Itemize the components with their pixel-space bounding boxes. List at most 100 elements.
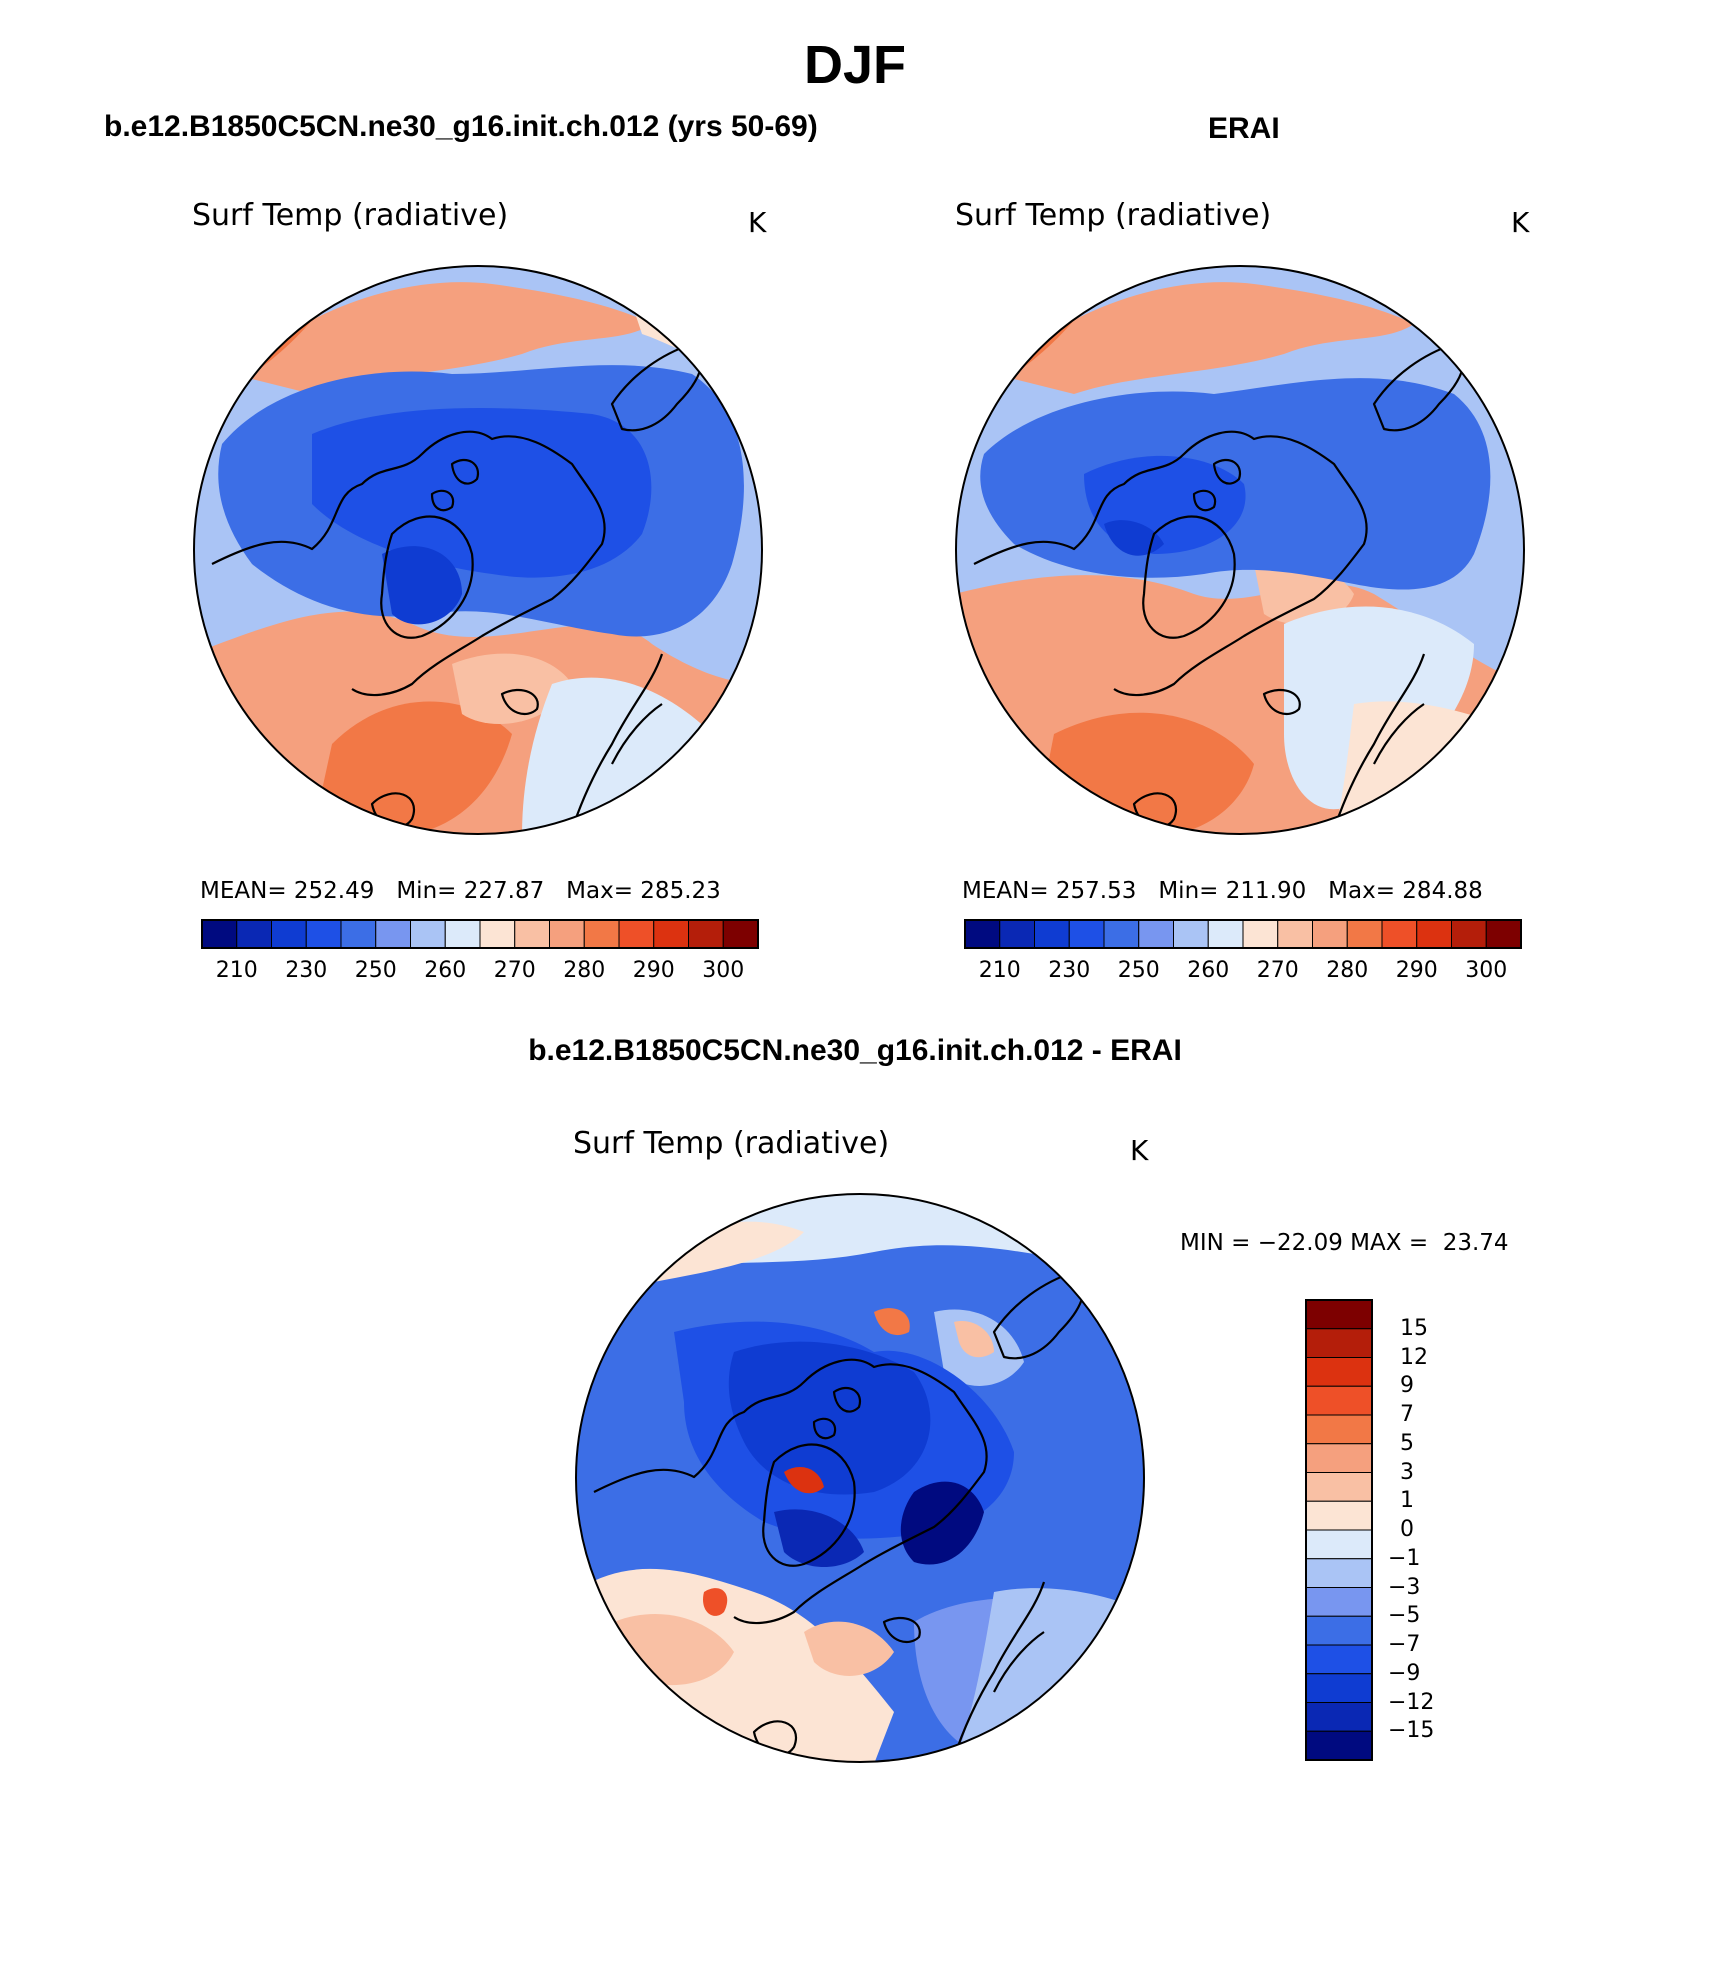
colorbar-swatch (340, 919, 377, 949)
colorbar-swatch (1381, 919, 1418, 949)
panel1-units-label: K (748, 206, 767, 239)
colorbar-swatch (583, 919, 620, 949)
colorbar-swatch (722, 919, 759, 949)
panel3-colorbar (1305, 1299, 1373, 1761)
panel2-variable-label: Surf Temp (radiative) (955, 198, 1272, 233)
colorbar-swatch (479, 919, 516, 949)
panel2-mean-value: 257.53 (1055, 878, 1137, 904)
panel3-max-label: MAX = (1350, 1230, 1429, 1256)
panel2-min-value: 211.90 (1225, 878, 1307, 904)
panel3-colorbar-label: 9 (1400, 1373, 1414, 1399)
colorbar-swatch (1242, 919, 1279, 949)
panel3-colorbar-label: −1 (1388, 1545, 1421, 1571)
colorbar-swatch (1305, 1443, 1373, 1473)
panel2-colorbar (964, 919, 1522, 949)
colorbar-swatch (1312, 919, 1348, 949)
colorbar-swatch (964, 919, 1001, 949)
panel3-max-value: 23.74 (1442, 1230, 1509, 1256)
panel2-mean-label: MEAN= (962, 878, 1049, 904)
panel3-polar-map (575, 1193, 1145, 1763)
panel3-variable-label: Surf Temp (radiative) (573, 1126, 890, 1161)
colorbar-swatch (1305, 1615, 1373, 1646)
colorbar-swatch (1305, 1702, 1373, 1732)
colorbar-swatch (1173, 919, 1209, 949)
panel3-colorbar-label: 0 (1400, 1517, 1414, 1542)
panel3-stats: MIN = −22.09 MAX = 23.74 (1180, 1230, 1509, 1256)
panel3-title: b.e12.B1850C5CN.ne30_g16.init.ch.012 - E… (528, 1034, 1182, 1067)
colorbar-swatch (1305, 1673, 1373, 1703)
panel1-max-label: Max= (566, 878, 633, 904)
colorbar-swatch (410, 919, 446, 949)
panel3-colorbar-label: 15 (1400, 1315, 1428, 1341)
panel3-units-label: K (1130, 1134, 1149, 1167)
panel2-colorbar-label: 280 (1326, 958, 1369, 983)
panel1-colorbar-label: 280 (563, 958, 606, 983)
colorbar-swatch (1305, 1414, 1373, 1445)
colorbar-swatch (375, 919, 411, 949)
panel3-colorbar-label: −12 (1388, 1689, 1435, 1715)
colorbar-swatch (1305, 1299, 1373, 1330)
panel1-colorbar-label: 260 (424, 958, 467, 983)
panel3-colorbar-label: −9 (1388, 1660, 1421, 1686)
colorbar-swatch (1034, 919, 1070, 949)
colorbar-swatch (236, 919, 272, 949)
panel2-max-value: 284.88 (1402, 878, 1483, 904)
panel1-colorbar-label: 290 (632, 958, 675, 983)
panel3-colorbar-labels: 15 12 9 7 5 3 1 0 −1 −3 −5 −7 −9 −12 −15 (1388, 1300, 1488, 1760)
panel3-colorbar-label: 3 (1400, 1459, 1414, 1485)
panel1-min-value: 227.87 (463, 878, 545, 904)
panel2-colorbar-label: 290 (1395, 958, 1438, 983)
colorbar-swatch (1305, 1529, 1373, 1560)
colorbar-swatch (305, 919, 342, 949)
panel3-colorbar-label: 12 (1400, 1344, 1428, 1370)
colorbar-swatch (1305, 1357, 1373, 1387)
panel2-min-label: Min= (1158, 878, 1219, 904)
colorbar-swatch (1277, 919, 1313, 949)
panel1-colorbar-label: 210 (215, 958, 258, 983)
panel3-colorbar-label: 5 (1400, 1430, 1414, 1456)
colorbar-swatch (1305, 1472, 1373, 1502)
panel1-min-label: Min= (396, 878, 457, 904)
panel1-mean-value: 252.49 (293, 878, 375, 904)
panel2-stats: MEAN= 257.53 Min= 211.90 Max= 284.88 (962, 878, 1483, 904)
panel1-colorbar (201, 919, 759, 949)
panel3-colorbar-label: −15 (1388, 1718, 1435, 1744)
colorbar-swatch (201, 919, 238, 949)
colorbar-swatch (1207, 919, 1244, 949)
colorbar-swatch (1103, 919, 1140, 949)
panel2-colorbar-label: 300 (1465, 958, 1508, 983)
colorbar-swatch (514, 919, 550, 949)
panel3-min-value: −22.09 (1257, 1230, 1343, 1256)
panel1-colorbar-label: 270 (493, 958, 536, 983)
panel1-title: b.e12.B1850C5CN.ne30_g16.init.ch.012 (yr… (104, 110, 818, 143)
colorbar-swatch (688, 919, 724, 949)
colorbar-swatch (1346, 919, 1383, 949)
panel2-colorbar-label: 210 (978, 958, 1021, 983)
colorbar-swatch (1451, 919, 1487, 949)
panel3-colorbar-label: 7 (1400, 1402, 1414, 1427)
panel2-colorbar-label: 270 (1256, 958, 1299, 983)
panel1-colorbar-label: 250 (354, 958, 397, 983)
panel2-polar-map (955, 265, 1525, 835)
colorbar-swatch (999, 919, 1035, 949)
figure-title: DJF (803, 35, 906, 95)
colorbar-swatch (1138, 919, 1174, 949)
panel3-colorbar-label: −3 (1388, 1574, 1421, 1600)
panel1-mean-label: MEAN= (200, 878, 287, 904)
panel3-min-label: MIN = (1180, 1230, 1251, 1256)
panel2-title: ERAI (1208, 112, 1280, 145)
colorbar-swatch (1305, 1328, 1373, 1358)
colorbar-swatch (1305, 1558, 1373, 1588)
colorbar-swatch (1305, 1385, 1373, 1416)
panel2-units-label: K (1511, 206, 1530, 239)
panel2-colorbar-label: 250 (1117, 958, 1160, 983)
panel1-colorbar-label: 230 (285, 958, 328, 983)
colorbar-swatch (1416, 919, 1452, 949)
colorbar-swatch (1305, 1500, 1373, 1531)
panel3-colorbar-label: −7 (1388, 1632, 1421, 1657)
panel1-variable-label: Surf Temp (radiative) (192, 198, 509, 233)
colorbar-swatch (1485, 919, 1522, 949)
panel2-max-label: Max= (1328, 878, 1395, 904)
colorbar-swatch (271, 919, 307, 949)
colorbar-swatch (1305, 1730, 1373, 1761)
